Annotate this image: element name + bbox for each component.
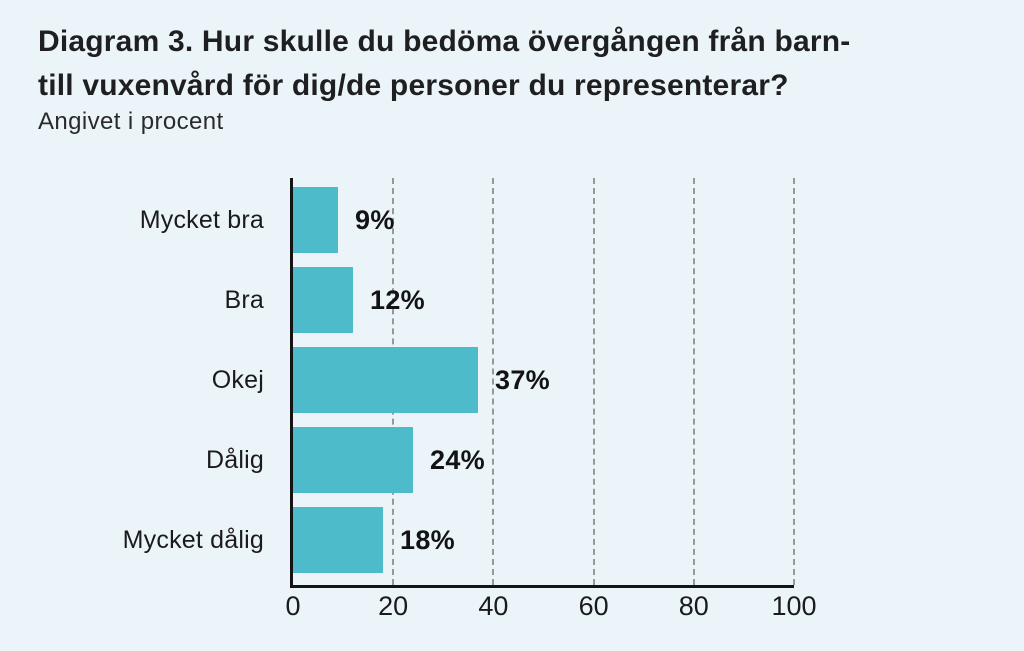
bar-mycket-bra <box>293 187 338 253</box>
x-tick-label-60: 60 <box>578 591 609 621</box>
chart-title-line1: Diagram 3. Hur skulle du bedöma övergång… <box>38 25 851 58</box>
gridline-100 <box>793 178 795 585</box>
gridline-80 <box>692 178 695 585</box>
x-tick-label-20: 20 <box>378 591 409 621</box>
value-label: 37% <box>495 364 550 395</box>
value-label: 18% <box>400 524 455 555</box>
x-axis-line <box>290 585 794 588</box>
bar-bra <box>293 267 353 333</box>
chart-title-line2: till vuxenvård för dig/de personer du re… <box>38 69 789 102</box>
x-tick-label-0: 0 <box>285 591 301 621</box>
category-label: Dålig <box>206 445 264 474</box>
category-label: Okej <box>211 365 264 394</box>
chart-subtitle: Angivet i procent <box>38 108 224 135</box>
category-label: Bra <box>224 285 264 314</box>
value-label: 9% <box>355 204 395 235</box>
bar-d-lig <box>293 427 413 493</box>
chart-title: Diagram 3. Hur skulle du bedöma övergång… <box>38 20 998 108</box>
gridline-60 <box>592 178 595 585</box>
x-tick-label-40: 40 <box>478 591 509 621</box>
x-tick-label-80: 80 <box>678 591 709 621</box>
bar-okej <box>293 347 478 413</box>
value-label: 12% <box>370 284 425 315</box>
value-label: 24% <box>430 444 485 475</box>
category-label: Mycket bra <box>139 205 264 234</box>
x-tick-label-100: 100 <box>771 591 817 621</box>
gridline-40 <box>492 178 495 585</box>
category-label: Mycket dålig <box>122 525 264 554</box>
y-axis-line <box>290 178 293 588</box>
bar-mycket-d-lig <box>293 507 383 573</box>
